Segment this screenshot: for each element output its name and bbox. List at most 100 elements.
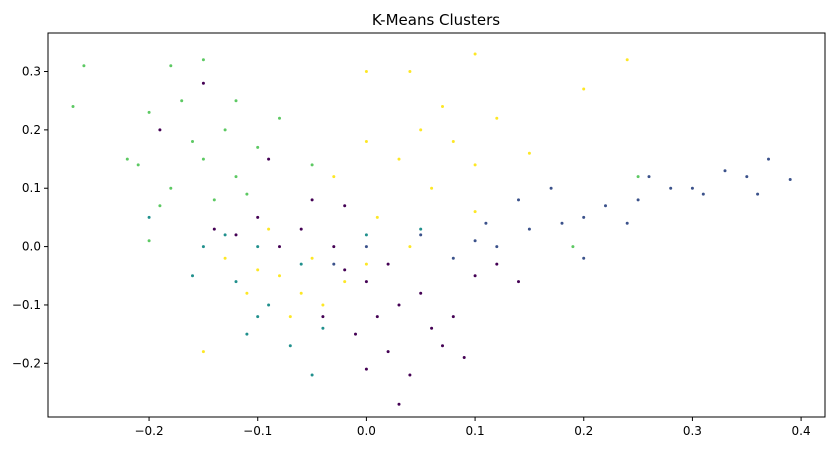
cluster-3-point xyxy=(158,204,162,208)
cluster-4-point xyxy=(408,245,412,249)
cluster-4-point xyxy=(364,140,368,143)
cluster-4-point xyxy=(495,116,499,120)
cluster-0-point xyxy=(201,81,205,85)
cluster-1-point xyxy=(419,233,423,237)
cluster-3-point xyxy=(82,64,86,68)
cluster-4-point xyxy=(288,315,292,319)
cluster-2-point xyxy=(234,280,238,284)
cluster-3-point xyxy=(169,186,173,190)
cluster-1-point xyxy=(647,175,651,179)
cluster-2-point xyxy=(191,274,194,278)
cluster-0-point xyxy=(451,315,455,319)
cluster-1-point xyxy=(669,186,673,190)
cluster-4-point xyxy=(527,151,531,155)
cluster-4-point xyxy=(473,163,477,167)
cluster-4-point xyxy=(625,58,629,62)
cluster-4-point xyxy=(364,262,368,266)
cluster-0-point xyxy=(343,268,347,272)
cluster-3-point xyxy=(310,163,314,167)
cluster-4-point xyxy=(451,140,455,143)
cluster-1-point xyxy=(527,227,531,231)
cluster-4-point xyxy=(473,52,477,56)
cluster-1-point xyxy=(690,186,694,190)
cluster-0-point xyxy=(408,373,412,377)
cluster-0-point xyxy=(332,245,336,249)
x-tick-label: −0.2 xyxy=(134,424,163,438)
cluster-3-point xyxy=(201,157,205,161)
cluster-4-point xyxy=(441,105,444,108)
cluster-1-point xyxy=(517,198,520,202)
points-layer xyxy=(71,52,792,406)
cluster-1-point xyxy=(332,262,336,266)
cluster-2-point xyxy=(256,315,260,319)
cluster-4-point xyxy=(267,227,271,231)
cluster-0-point xyxy=(267,157,271,161)
cluster-4-point xyxy=(582,87,586,91)
plot-frame xyxy=(47,32,826,418)
cluster-3-point xyxy=(234,99,238,103)
cluster-2-point xyxy=(245,332,249,336)
cluster-0-point xyxy=(462,356,466,359)
cluster-3-point xyxy=(256,145,260,149)
cluster-0-point xyxy=(441,344,444,348)
cluster-3-point xyxy=(234,175,238,179)
x-axis: −0.2 −0.1 0.0 0.1 0.2 0.3 0.4 xyxy=(134,417,811,438)
y-tick-label: −0.1 xyxy=(12,298,41,312)
cluster-0-point xyxy=(310,198,314,202)
cluster-0-point xyxy=(234,233,238,237)
x-tick-label: 0.0 xyxy=(357,424,376,438)
cluster-0-point xyxy=(430,326,434,330)
cluster-4-point xyxy=(343,280,347,284)
cluster-0-point xyxy=(517,280,520,284)
cluster-4-point xyxy=(310,256,314,260)
cluster-3-point xyxy=(169,64,173,68)
cluster-2-point xyxy=(147,215,151,219)
y-tick-label: 0.0 xyxy=(22,240,41,254)
cluster-4-point xyxy=(278,274,281,278)
cluster-0-point xyxy=(364,280,368,284)
cluster-3-point xyxy=(636,175,640,179)
cluster-1-point xyxy=(625,221,629,225)
cluster-4-point xyxy=(256,268,260,272)
y-tick-label: 0.2 xyxy=(22,123,41,137)
cluster-1-point xyxy=(604,204,607,208)
cluster-1-point xyxy=(582,256,586,260)
cluster-0-point xyxy=(256,215,260,219)
cluster-3-point xyxy=(278,116,281,120)
x-tick-label: −0.1 xyxy=(243,424,272,438)
cluster-4-point xyxy=(321,303,325,307)
cluster-0-point xyxy=(397,303,401,307)
cluster-3-point xyxy=(147,110,151,114)
cluster-2-point xyxy=(267,303,271,307)
cluster-2-point xyxy=(321,326,325,330)
cluster-1-point xyxy=(767,157,770,161)
cluster-0-point xyxy=(419,291,423,295)
cluster-4-point xyxy=(364,70,368,73)
cluster-3-point xyxy=(212,198,216,202)
cluster-1-point xyxy=(745,175,749,179)
cluster-3-point xyxy=(223,128,227,132)
cluster-0-point xyxy=(321,315,325,319)
cluster-0-point xyxy=(397,402,401,406)
y-tick-label: −0.2 xyxy=(12,356,41,370)
cluster-2-point xyxy=(364,233,368,237)
cluster-2-point xyxy=(256,245,260,249)
chart-title: K-Means Clusters xyxy=(372,11,500,29)
cluster-2-point xyxy=(299,262,303,266)
cluster-3-point xyxy=(71,105,75,108)
cluster-0-point xyxy=(354,332,357,336)
cluster-1-point xyxy=(495,245,499,249)
cluster-4-point xyxy=(332,175,336,179)
cluster-3-point xyxy=(136,163,140,167)
cluster-0-point xyxy=(343,204,347,208)
cluster-2-point xyxy=(201,245,205,249)
cluster-1-point xyxy=(756,192,760,196)
cluster-0-point xyxy=(386,350,390,354)
cluster-1-point xyxy=(473,239,477,243)
cluster-4-point xyxy=(419,128,423,132)
cluster-1-point xyxy=(701,192,705,196)
cluster-1-point xyxy=(364,245,368,249)
x-tick-label: 0.3 xyxy=(683,424,702,438)
cluster-0-point xyxy=(386,262,390,266)
